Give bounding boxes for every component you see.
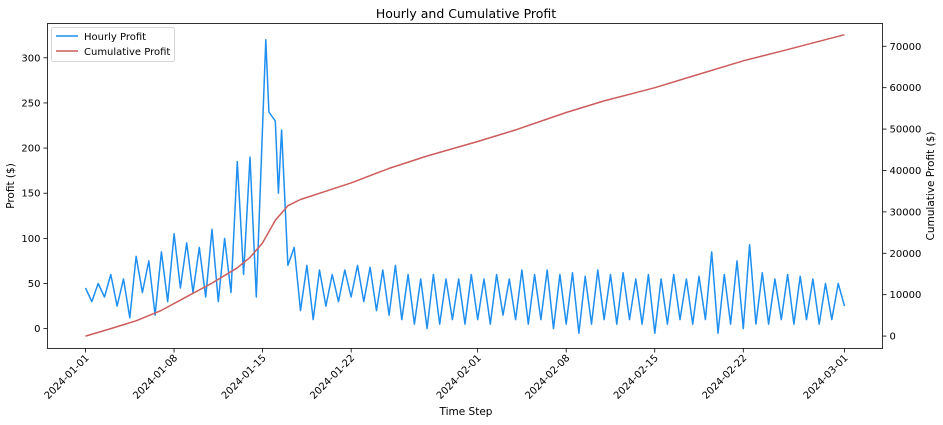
y-right-tick-label: 40000 (890, 166, 922, 177)
y-left-tick-label: 300 (21, 53, 40, 64)
x-tick-label: 2024-02-15 (612, 353, 661, 402)
plot-area (47, 23, 883, 349)
y-left-tick-label: 50 (28, 279, 41, 290)
y-axis-left-label: Profit ($) (5, 163, 17, 209)
x-tick-label: 2024-02-01 (435, 353, 484, 402)
x-tick-label: 2024-01-15 (220, 353, 269, 402)
y-axis-right-label: Cumulative Profit ($) (925, 132, 937, 241)
y-left-tick-label: 150 (21, 189, 40, 200)
y-axis-right-ticks: 0 10000 20000 30000 40000 50000 60000 70000 (882, 42, 922, 343)
y-right-tick-label: 30000 (890, 207, 922, 218)
series-layer (84, 33, 846, 337)
chart-title: Hourly and Cumulative Profit (376, 6, 556, 21)
plot-frame (47, 23, 883, 349)
y-right-tick-label: 50000 (890, 125, 922, 136)
y-left-tick-label: 200 (21, 144, 40, 155)
x-tick-label: 2024-02-08 (523, 353, 572, 402)
x-tick-label: 2024-02-22 (701, 353, 750, 402)
y-axis-left-ticks: 0 50 100 150 200 250 300 (21, 53, 48, 335)
y-right-tick-label: 60000 (890, 83, 922, 94)
legend-label-hourly: Hourly Profit (84, 32, 146, 43)
x-tick-label: 2024-01-01 (43, 353, 92, 402)
y-left-tick-label: 250 (21, 98, 40, 109)
y-right-tick-label: 10000 (890, 290, 922, 301)
y-left-tick-label: 0 (34, 324, 40, 335)
x-axis-ticks: 2024-01-01 2024-01-08 2024-01-15 2024-01-22… (43, 348, 851, 402)
y-left-tick-label: 100 (21, 234, 40, 245)
legend: Hourly Profit Cumulative Profit (51, 27, 175, 62)
y-right-tick-label: 20000 (890, 249, 922, 260)
series-line-hourly-profit (84, 39, 846, 334)
x-tick-label: 2024-01-08 (131, 353, 180, 402)
x-axis-label: Time Step (439, 406, 493, 418)
y-right-tick-label: 70000 (890, 42, 922, 53)
y-right-tick-label: 0 (890, 332, 896, 343)
x-tick-label: 2024-01-22 (308, 353, 357, 402)
series-line-cumulative-profit (85, 33, 845, 337)
legend-box (51, 27, 175, 62)
x-tick-label: 2024-03-01 (802, 353, 851, 402)
legend-label-cumulative: Cumulative Profit (84, 47, 170, 58)
